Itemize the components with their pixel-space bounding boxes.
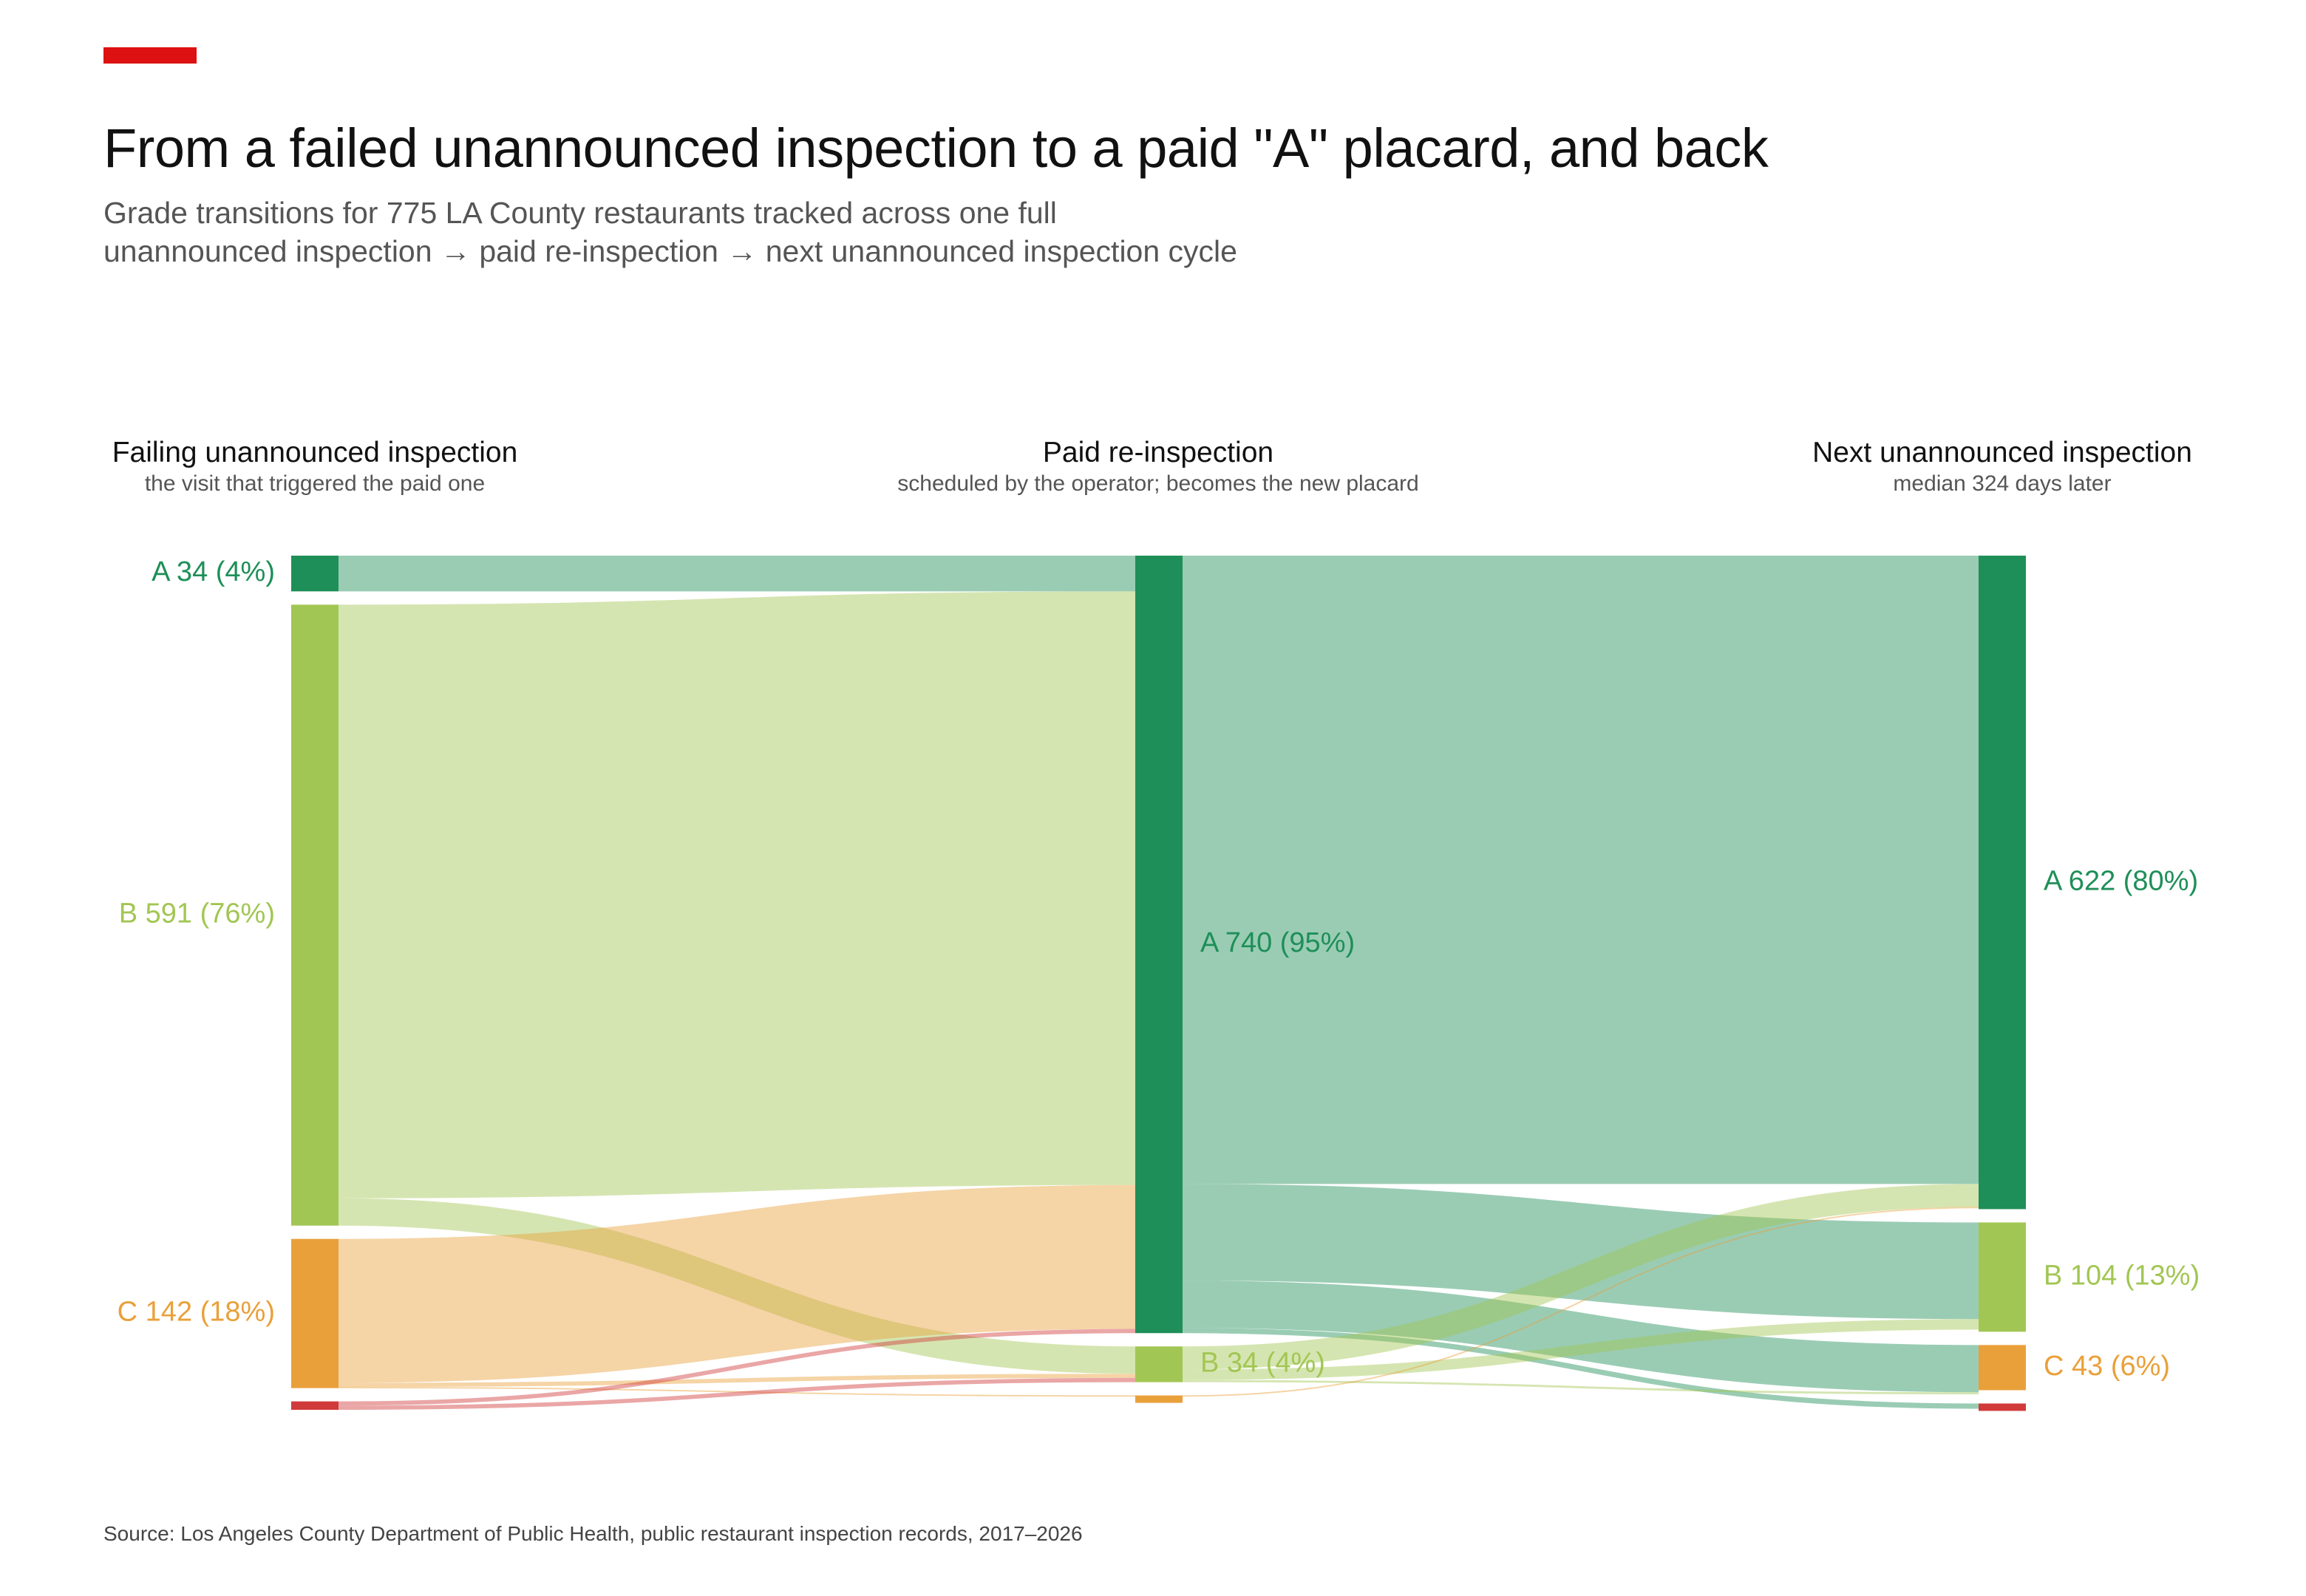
node-f_A — [291, 556, 339, 592]
sankey-links — [338, 556, 1979, 1411]
link-p_A-to-n_B — [1182, 1184, 1979, 1320]
column-header-failing: Failing unannounced inspection the visit… — [112, 436, 518, 498]
sankey-nodes — [291, 556, 2026, 1411]
node-label-f_C: C 142 (18%) — [118, 1297, 275, 1328]
node-label-p_B: B 34 (4%) — [1200, 1347, 1325, 1378]
link-f_F-to-p_B — [338, 1377, 1136, 1411]
node-label-f_B: B 591 (76%) — [119, 898, 275, 930]
node-n_A — [1979, 556, 2026, 1210]
node-n_C — [1979, 1345, 2026, 1391]
column-title-next: Next unannounced inspection — [1812, 437, 2192, 468]
subtitle-line-2: unannounced inspection → paid re-inspect… — [103, 234, 1237, 268]
accent-bar — [103, 47, 197, 64]
node-f_C — [291, 1238, 339, 1388]
link-f_F-to-p_A — [338, 1329, 1136, 1406]
link-f_C-to-p_A — [338, 1184, 1136, 1383]
column-subtitle-paid: scheduled by the operator; becomes the n… — [897, 471, 1419, 496]
link-f_B-to-p_B — [338, 1198, 1136, 1374]
column-title-paid: Paid re-inspection — [1042, 437, 1274, 468]
link-f_C-to-p_B — [338, 1374, 1136, 1388]
column-subtitle-failing: the visit that triggered the paid one — [144, 471, 486, 496]
node-n_F — [1979, 1403, 2026, 1411]
node-label-n_A: A 622 (80%) — [2044, 865, 2198, 896]
link-f_C-to-p_C — [338, 1386, 1136, 1397]
link-p_A-to-n_F — [1182, 1328, 1979, 1409]
node-n_B — [1979, 1222, 2026, 1332]
node-f_B — [291, 604, 339, 1226]
source-note: Source: Los Angeles County Department of… — [103, 1522, 1083, 1545]
node-p_A — [1135, 556, 1183, 1334]
link-p_B-to-n_B — [1182, 1319, 1979, 1380]
link-p_B-to-n_A — [1182, 1184, 1979, 1370]
link-f_B-to-p_A — [338, 591, 1136, 1198]
node-label-n_B: B 104 (13%) — [2044, 1260, 2200, 1291]
subtitle-line-1: Grade transitions for 775 LA County rest… — [103, 196, 1057, 230]
link-p_B-to-n_C — [1182, 1380, 1979, 1395]
chart-title: From a failed unannounced inspection to … — [103, 117, 1769, 179]
link-p_A-to-n_C — [1182, 1280, 1979, 1393]
node-label-f_A: A 34 (4%) — [152, 556, 275, 587]
node-label-p_A: A 740 (95%) — [1200, 927, 1355, 958]
column-subtitle-next: median 324 days later — [1893, 471, 2112, 496]
column-header-next: Next unannounced inspection median 324 d… — [1812, 436, 2192, 498]
node-label-n_C: C 43 (6%) — [2044, 1351, 2170, 1382]
link-p_C-to-n_A — [1182, 1207, 1979, 1397]
node-p_B — [1135, 1346, 1183, 1382]
node-p_C — [1135, 1395, 1183, 1403]
column-title-failing: Failing unannounced inspection — [112, 437, 518, 468]
column-header-paid: Paid re-inspection scheduled by the oper… — [897, 436, 1418, 498]
chart-subtitle: Grade transitions for 775 LA County rest… — [103, 194, 1237, 270]
sankey-labels: A 34 (4%) B 591 (76%) C 142 (18%) A 740 (95… — [118, 556, 2200, 1382]
node-f_F — [291, 1401, 339, 1410]
